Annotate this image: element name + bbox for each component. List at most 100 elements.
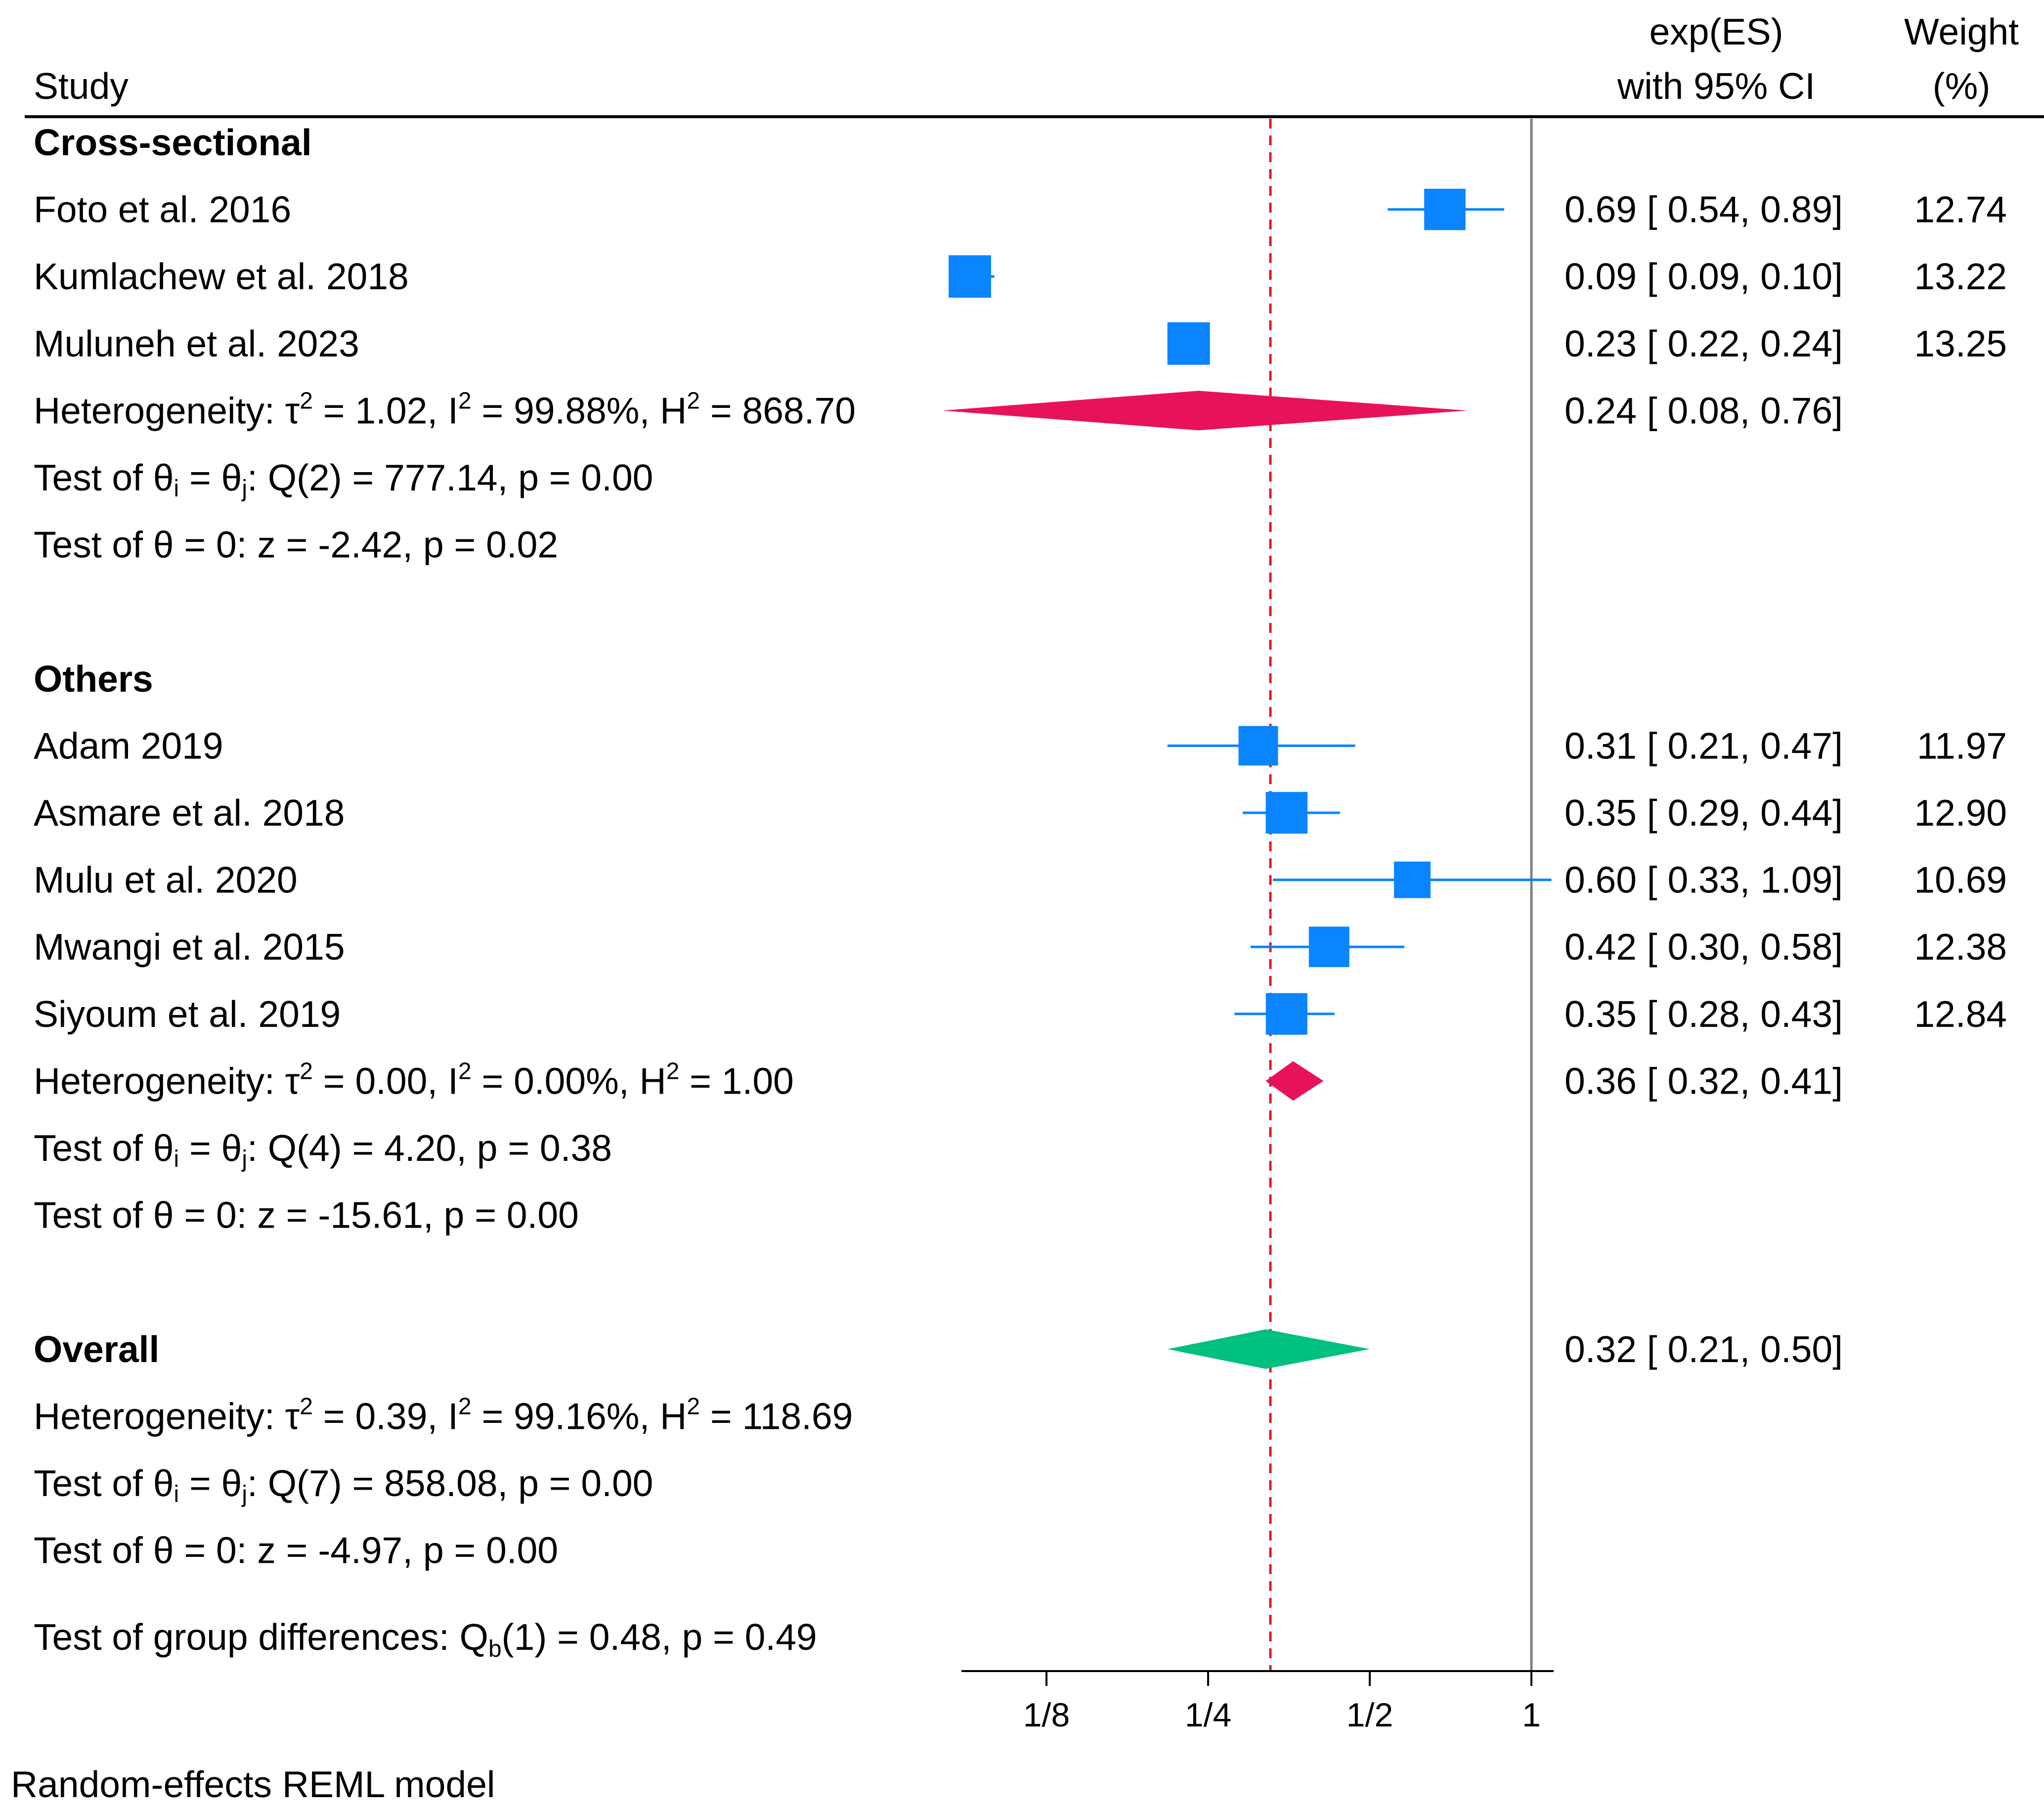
header-study: Study	[34, 65, 129, 107]
study-ci-text: 0.23 [ 0.22, 0.24]	[1565, 323, 1843, 364]
superscript-two: 2	[687, 1393, 700, 1419]
study-marker	[1265, 993, 1307, 1035]
forest-marks	[942, 188, 1552, 1369]
group-test-rest: (1) = 0.48, p = 0.49	[502, 1616, 817, 1658]
superscript-two: 2	[300, 1393, 313, 1419]
x-tick-label: 1/2	[1347, 1696, 1393, 1734]
study-weight: 11.97	[1917, 725, 2007, 766]
test-q-rest: : Q(4) = 4.20, p = 0.38	[247, 1127, 612, 1169]
study-label: Kumlachew et al. 2018	[34, 256, 409, 297]
study-weight: 12.90	[1914, 792, 2007, 834]
test-z-text: Test of θ = 0: z = -4.97, p = 0.00	[34, 1530, 558, 1571]
test-q-mid: = θ	[179, 1127, 242, 1169]
heterogeneity-i2: = 99.16%, H	[472, 1395, 687, 1437]
heterogeneity-i2: = 0.00%, H	[472, 1060, 666, 1102]
test-q-prefix: Test of θ	[34, 1127, 174, 1169]
superscript-two: 2	[458, 388, 472, 414]
study-ci-text: 0.69 [ 0.54, 0.89]	[1565, 189, 1843, 230]
heterogeneity-i2: = 99.88%, H	[472, 390, 687, 431]
pooled-ci-text: 0.36 [ 0.32, 0.41]	[1565, 1060, 1843, 1102]
heterogeneity-prefix: Heterogeneity: τ	[34, 1395, 300, 1437]
heterogeneity-text: Heterogeneity: τ2 = 0.00, I2 = 0.00%, H2…	[34, 1058, 794, 1102]
study-label: Mwangi et al. 2015	[34, 926, 345, 968]
group-difference-test: Test of group differences: Qb(1) = 0.48,…	[34, 1616, 817, 1662]
study-label: Siyoum et al. 2019	[34, 993, 341, 1035]
study-ci-text: 0.09 [ 0.09, 0.10]	[1565, 256, 1843, 297]
test-q-rest: : Q(2) = 777.14, p = 0.00	[247, 457, 653, 498]
study-marker	[1424, 188, 1466, 230]
superscript-two: 2	[300, 1058, 313, 1084]
test-z-text: Test of θ = 0: z = -2.42, p = 0.02	[34, 524, 558, 566]
heterogeneity-h2: = 868.70	[700, 390, 856, 431]
test-q-rest: : Q(7) = 858.08, p = 0.00	[247, 1462, 653, 1504]
test-q-text: Test of θi = θj: Q(7) = 858.08, p = 0.00	[34, 1462, 653, 1507]
test-q-mid: = θ	[179, 457, 242, 498]
pooled-diamond	[942, 391, 1468, 431]
heterogeneity-prefix: Heterogeneity: τ	[34, 1060, 300, 1102]
heterogeneity-h2: = 118.69	[700, 1395, 853, 1437]
study-ci-text: 0.35 [ 0.28, 0.43]	[1565, 993, 1843, 1035]
study-label: Adam 2019	[34, 725, 223, 766]
study-weight: 12.38	[1914, 926, 2007, 968]
group-test-sub: b	[488, 1636, 502, 1662]
pooled-ci-text: 0.24 [ 0.08, 0.76]	[1565, 390, 1843, 431]
study-weight: 13.25	[1914, 323, 2007, 364]
test-q-mid: = θ	[179, 1462, 242, 1504]
study-marker	[949, 255, 991, 298]
study-marker	[1308, 927, 1349, 968]
superscript-two: 2	[458, 1058, 472, 1084]
heterogeneity-text: Heterogeneity: τ2 = 1.02, I2 = 99.88%, H…	[34, 388, 856, 431]
test-q-sub-i: i	[174, 476, 179, 502]
study-ci-text: 0.35 [ 0.29, 0.44]	[1565, 792, 1843, 834]
overall-heading: Overall	[34, 1328, 159, 1370]
x-tick-label: 1/8	[1023, 1696, 1070, 1734]
header-weight-line1: Weight	[1904, 11, 2019, 52]
study-marker	[1265, 792, 1307, 834]
heterogeneity-prefix: Heterogeneity: τ	[34, 390, 300, 431]
superscript-two: 2	[666, 1058, 680, 1084]
study-ci-text: 0.42 [ 0.30, 0.58]	[1565, 926, 1843, 968]
study-label: Asmare et al. 2018	[34, 792, 345, 834]
study-marker	[1167, 322, 1210, 365]
study-label: Muluneh et al. 2023	[34, 323, 359, 364]
superscript-two: 2	[458, 1393, 472, 1419]
superscript-two: 2	[687, 388, 700, 414]
study-marker	[1238, 726, 1278, 766]
test-q-sub-i: i	[174, 1481, 179, 1507]
test-q-prefix: Test of θ	[34, 457, 174, 498]
study-label: Mulu et al. 2020	[34, 859, 298, 901]
heterogeneity-h2: = 1.00	[679, 1060, 793, 1102]
study-weight: 13.22	[1914, 256, 2007, 297]
study-weight: 12.84	[1914, 993, 2007, 1035]
study-ci-text: 0.60 [ 0.33, 1.09]	[1565, 859, 1843, 901]
test-q-sub-j: j	[241, 1481, 247, 1507]
test-q-sub-i: i	[174, 1146, 179, 1172]
header-es-line1: exp(ES)	[1650, 11, 1783, 52]
test-z-text: Test of θ = 0: z = -15.61, p = 0.00	[34, 1194, 579, 1236]
test-q-text: Test of θi = θj: Q(2) = 777.14, p = 0.00	[34, 457, 653, 502]
header-weight-line2: (%)	[1933, 65, 1991, 107]
header-es-line2: with 95% CI	[1617, 65, 1815, 107]
superscript-two: 2	[300, 388, 313, 414]
heterogeneity-text: Heterogeneity: τ2 = 0.39, I2 = 99.16%, H…	[34, 1393, 853, 1437]
footnote: Random-effects REML model	[11, 1764, 495, 1805]
group-heading: Cross-sectional	[34, 122, 312, 163]
test-q-prefix: Test of θ	[34, 1462, 174, 1504]
heterogeneity-tau2: = 0.39, I	[313, 1395, 458, 1437]
group-test-prefix: Test of group differences: Q	[34, 1616, 488, 1658]
overall-ci-text: 0.32 [ 0.21, 0.50]	[1565, 1328, 1843, 1370]
test-q-sub-j: j	[241, 476, 247, 502]
heterogeneity-tau2: = 1.02, I	[313, 390, 458, 431]
study-marker	[1394, 861, 1431, 898]
overall-diamond	[1167, 1329, 1370, 1369]
x-tick-label: 1	[1522, 1696, 1541, 1734]
forest-rows: Cross-sectional Foto et al. 2016 0.69 [ 0.…	[34, 122, 2007, 1571]
x-axis-ticks: 1/8 1/4 1/2 1	[1023, 1671, 1541, 1734]
study-weight: 12.74	[1914, 189, 2007, 230]
test-q-text: Test of θi = θj: Q(4) = 4.20, p = 0.38	[34, 1127, 612, 1172]
study-label: Foto et al. 2016	[34, 189, 291, 230]
heterogeneity-tau2: = 0.00, I	[313, 1060, 458, 1102]
study-weight: 10.69	[1914, 859, 2007, 901]
pooled-diamond	[1265, 1061, 1324, 1101]
group-heading: Others	[34, 658, 153, 700]
